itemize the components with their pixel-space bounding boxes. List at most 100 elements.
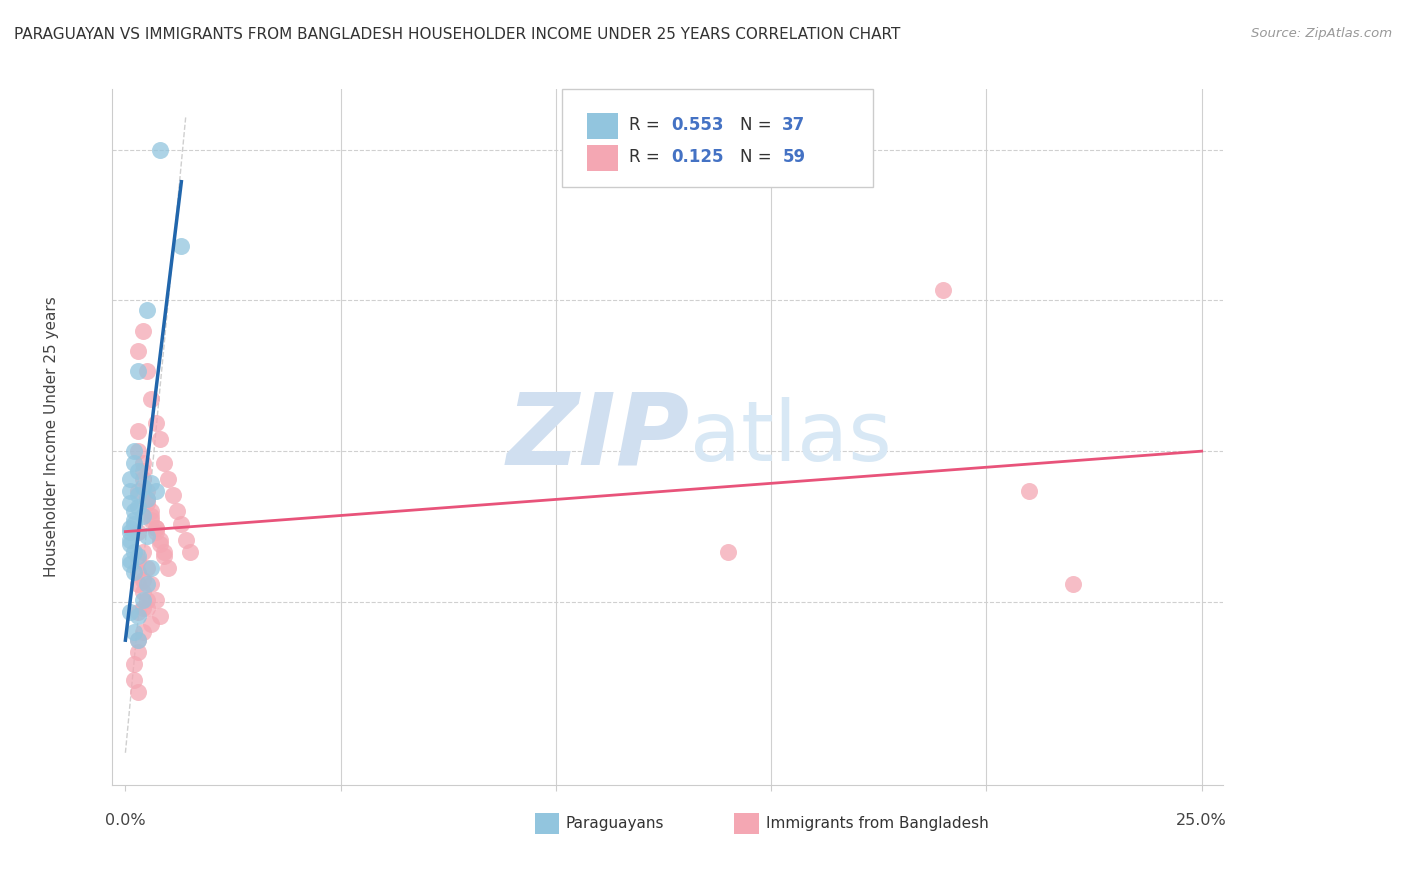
Point (122, 544, 145, 558)
Point (127, 685, 149, 699)
Text: Immigrants from Bangladesh: Immigrants from Bangladesh (766, 815, 988, 830)
Point (122, 673, 145, 688)
Point (135, 492, 157, 507)
Point (135, 364, 157, 378)
Point (145, 520, 167, 534)
Point (122, 456, 145, 470)
Point (141, 577, 163, 591)
Point (131, 544, 153, 558)
Text: 59: 59 (782, 148, 806, 167)
Point (166, 504, 188, 518)
Point (135, 577, 157, 591)
Point (149, 609, 172, 624)
Point (131, 480, 153, 494)
Point (141, 512, 163, 526)
Text: 37: 37 (782, 116, 806, 135)
Point (141, 561, 163, 575)
Point (141, 504, 163, 518)
Text: 0.553: 0.553 (671, 116, 724, 135)
Point (127, 484, 149, 499)
Point (135, 484, 157, 499)
Point (127, 364, 149, 378)
Point (122, 444, 145, 458)
Text: PARAGUAYAN VS IMMIGRANTS FROM BANGLADESH HOUSEHOLDER INCOME UNDER 25 YEARS CORRE: PARAGUAYAN VS IMMIGRANTS FROM BANGLADESH… (14, 27, 900, 42)
Point (135, 528, 157, 542)
Point (149, 432, 172, 446)
Point (118, 605, 141, 619)
Text: R =: R = (628, 148, 665, 167)
Bar (534, 813, 560, 834)
Point (127, 464, 149, 478)
Point (118, 524, 141, 539)
Point (131, 472, 153, 486)
Bar (586, 145, 617, 171)
Point (118, 520, 141, 534)
Point (170, 516, 193, 531)
Point (122, 657, 145, 672)
Point (118, 496, 141, 510)
Point (131, 324, 153, 338)
Point (135, 561, 157, 575)
Point (157, 561, 180, 575)
Point (145, 484, 167, 499)
Point (122, 565, 145, 579)
Point (932, 283, 955, 297)
Point (135, 492, 157, 507)
Point (141, 617, 163, 632)
Point (145, 524, 167, 539)
Point (1062, 577, 1084, 591)
Point (118, 536, 141, 550)
Point (127, 605, 149, 619)
Point (127, 609, 149, 624)
Text: R =: R = (628, 116, 665, 135)
Point (162, 488, 184, 502)
Point (141, 392, 163, 406)
Point (131, 625, 153, 640)
Text: ZIP: ZIP (508, 389, 690, 485)
Point (127, 553, 149, 567)
Point (135, 601, 157, 615)
Point (118, 553, 141, 567)
Point (131, 593, 153, 607)
Point (153, 544, 176, 558)
Point (157, 472, 180, 486)
Point (135, 593, 157, 607)
Point (131, 573, 153, 587)
Point (141, 508, 163, 523)
Point (145, 593, 167, 607)
Point (127, 488, 149, 502)
Point (153, 549, 176, 563)
Point (127, 577, 149, 591)
Point (127, 645, 149, 659)
Point (118, 484, 141, 499)
Point (127, 633, 149, 648)
Point (122, 625, 145, 640)
Point (149, 533, 172, 547)
Text: Householder Income Under 25 years: Householder Income Under 25 years (44, 297, 59, 577)
Point (127, 633, 149, 648)
Point (135, 303, 157, 318)
Point (145, 416, 167, 430)
Point (127, 524, 149, 539)
Point (153, 456, 176, 470)
Text: 0.0%: 0.0% (105, 814, 146, 828)
Point (145, 520, 167, 534)
Point (131, 585, 153, 599)
Point (122, 516, 145, 531)
Point (127, 444, 149, 458)
Point (127, 565, 149, 579)
Point (127, 424, 149, 438)
Point (174, 533, 197, 547)
Point (131, 464, 153, 478)
FancyBboxPatch shape (562, 89, 873, 186)
Point (179, 544, 201, 558)
Point (131, 508, 153, 523)
Bar (734, 813, 759, 834)
Point (122, 512, 145, 526)
Text: Paraguayans: Paraguayans (565, 815, 664, 830)
Point (131, 456, 153, 470)
Point (122, 504, 145, 518)
Point (118, 533, 141, 547)
Point (118, 557, 141, 571)
Text: N =: N = (740, 148, 778, 167)
